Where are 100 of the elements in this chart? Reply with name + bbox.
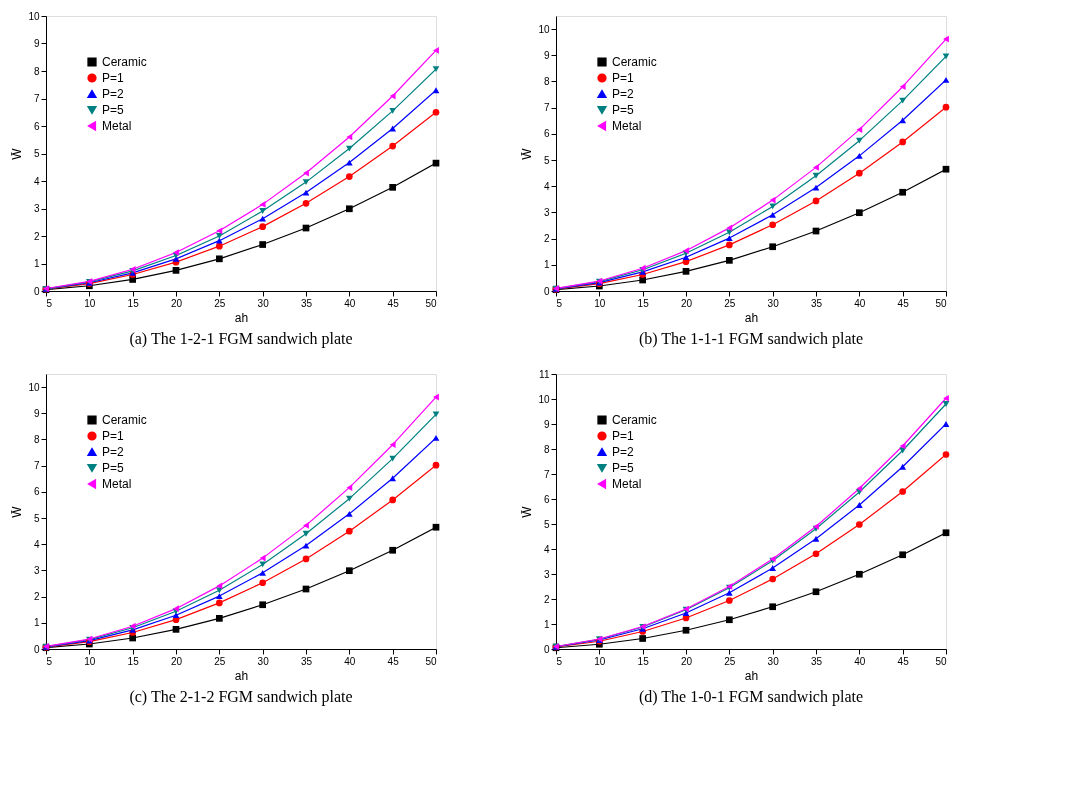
x-tick-label: 25 [214, 655, 226, 667]
legend-label: P=1 [612, 429, 635, 443]
y-tick-label: 5 [33, 148, 40, 159]
x-tick-label: 40 [854, 655, 866, 667]
y-tick-label: 9 [33, 38, 40, 49]
x-axis-title: ah [744, 668, 759, 683]
legend-label: P=2 [102, 445, 125, 459]
y-tick-label: 10 [538, 393, 550, 405]
legend-label: Metal [102, 119, 132, 133]
x-tick-label: 45 [897, 297, 910, 309]
x-tick-label: 15 [127, 297, 140, 309]
y-tick-label: 6 [543, 128, 550, 140]
legend-label: Ceramic [102, 413, 147, 427]
x-tick-label: 30 [257, 655, 270, 667]
legend-label: P=5 [612, 103, 635, 117]
x-tick-label: 50 [935, 297, 947, 309]
y-tick-label: 6 [33, 120, 40, 132]
legend-label: P=2 [102, 87, 125, 101]
x-tick-label: 25 [214, 297, 226, 309]
legend-label: Ceramic [102, 55, 147, 69]
x-tick-label: 35 [810, 297, 823, 309]
x-tick-label: 10 [594, 297, 606, 309]
y-tick-label: 2 [543, 233, 550, 245]
legend-label: P=2 [612, 87, 635, 101]
x-axis-title: ah [744, 310, 759, 325]
x-tick-label: 5 [556, 297, 563, 309]
legend-label: P=5 [102, 103, 125, 117]
y-tick-label: 7 [33, 460, 40, 472]
x-axis-title: ah [234, 310, 249, 325]
y-tick-label: 2 [33, 591, 40, 603]
x-tick-label: 45 [897, 655, 910, 667]
x-tick-label: 20 [170, 655, 183, 667]
text: (d) The 1-0-1 FGM sandwich plate [638, 688, 864, 706]
x-tick-label: 25 [724, 655, 736, 667]
text: (b) The 1-1-1 FGM sandwich plate [638, 330, 864, 348]
x-tick-label: 5 [46, 297, 53, 309]
y-tick-label: 3 [33, 203, 40, 214]
x-tick-label: 20 [170, 297, 183, 309]
legend-label: Ceramic [612, 413, 657, 427]
y-tick-label: 0 [33, 285, 40, 297]
y-tick-label: 7 [543, 468, 550, 480]
x-tick-label: 15 [127, 655, 140, 667]
y-tick-label: 8 [543, 75, 550, 87]
y-tick-label: 3 [543, 568, 550, 580]
y-tick-label: 10 [538, 23, 550, 35]
x-tick-label: 25 [724, 297, 736, 309]
x-tick-label: 30 [257, 297, 270, 309]
x-tick-label: 10 [84, 655, 96, 667]
y-axis-title: W̄ [10, 505, 25, 518]
y-tick-label: 8 [33, 433, 40, 445]
x-tick-label: 30 [767, 655, 780, 667]
x-tick-label: 20 [680, 655, 693, 667]
y-tick-label: 1 [33, 258, 40, 269]
x-tick-label: 50 [935, 655, 947, 667]
x-tick-label: 40 [344, 655, 356, 667]
legend-label: Metal [612, 477, 642, 491]
y-tick-label: 10 [28, 10, 40, 22]
y-tick-label: 7 [33, 93, 40, 104]
x-tick-label: 35 [810, 655, 823, 667]
legend-label: Ceramic [612, 55, 657, 69]
y-tick-label: 4 [543, 543, 550, 555]
legend-label: Metal [612, 119, 642, 133]
y-tick-label: 0 [33, 643, 40, 655]
y-tick-label: 4 [33, 175, 40, 187]
y-tick-label: 3 [543, 206, 550, 218]
x-tick-label: 50 [425, 655, 437, 667]
x-tick-label: 40 [854, 297, 866, 309]
y-tick-label: 1 [543, 618, 550, 630]
x-tick-label: 15 [637, 297, 650, 309]
x-tick-label: 10 [594, 655, 606, 667]
y-tick-label: 5 [33, 512, 40, 524]
text: (c) The 2-1-2 FGM sandwich plate [129, 688, 353, 706]
x-tick-label: 45 [387, 655, 400, 667]
y-tick-label: 5 [543, 518, 550, 530]
y-axis-title: W̄ [10, 147, 25, 160]
y-tick-label: 6 [543, 493, 550, 505]
y-tick-label: 9 [543, 49, 550, 61]
y-axis-title: W̄ [520, 505, 535, 518]
y-tick-label: 11 [539, 368, 550, 380]
y-tick-label: 8 [543, 443, 550, 455]
legend-label: P=1 [612, 71, 635, 85]
x-tick-label: 45 [387, 297, 400, 309]
legend-label: P=5 [612, 461, 635, 475]
y-tick-label: 1 [543, 259, 550, 271]
y-tick-label: 6 [33, 486, 40, 498]
y-tick-label: 9 [33, 407, 40, 419]
y-tick-label: 3 [33, 564, 40, 576]
y-tick-label: 4 [543, 180, 550, 192]
y-tick-label: 7 [543, 102, 550, 114]
legend-label: P=1 [102, 71, 125, 85]
legend-label: P=1 [102, 429, 125, 443]
y-tick-label: 0 [543, 643, 550, 655]
x-tick-label: 5 [46, 655, 53, 667]
legend-label: Metal [102, 477, 132, 491]
y-tick-label: 2 [33, 230, 40, 242]
y-tick-label: 8 [33, 65, 40, 77]
y-tick-label: 0 [543, 285, 550, 297]
x-tick-label: 50 [425, 297, 437, 309]
x-tick-label: 10 [84, 297, 96, 309]
x-axis-title: ah [234, 668, 249, 683]
